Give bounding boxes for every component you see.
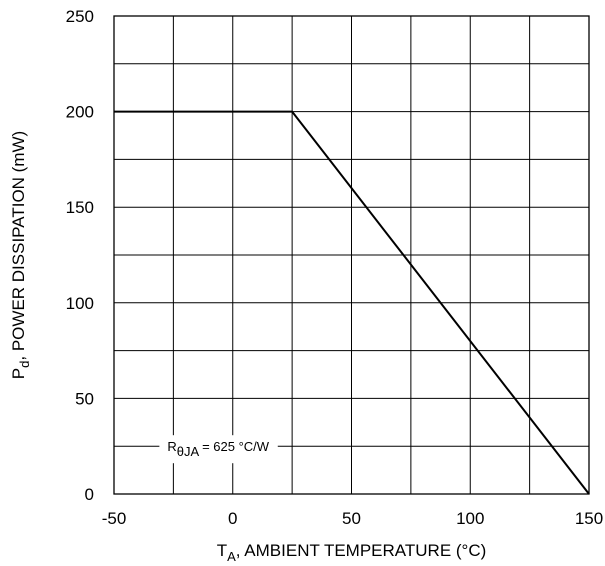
annotation: RθJA = 625 °C/W: [159, 435, 278, 464]
y-axis-label-main: P: [9, 368, 28, 379]
x-tick-label: 150: [575, 509, 603, 528]
series-group: [114, 110, 590, 495]
y-tick-label: 250: [66, 7, 94, 26]
y-tick-labels: 0 50 100 150 200 250: [66, 7, 94, 504]
y-axis-label-subscript: d: [17, 361, 32, 368]
annotation-subscript: θJA: [177, 444, 200, 459]
x-tick-label: 0: [228, 509, 237, 528]
annotation-label: RθJA = 625 °C/W: [167, 439, 269, 459]
x-tick-labels: -50 0 50 100 150: [102, 509, 603, 528]
grid-lines: [113, 15, 590, 495]
y-tick-label: 50: [75, 389, 94, 408]
x-axis-label: TA, AMBIENT TEMPERATURE (°C): [217, 541, 487, 564]
series-line: [114, 110, 590, 495]
y-tick-label: 0: [85, 485, 94, 504]
y-tick-label: 200: [66, 103, 94, 122]
annotation-background: [159, 435, 278, 464]
x-axis-label-main: T: [217, 541, 227, 560]
x-tick-label: 100: [456, 509, 484, 528]
y-tick-label: 100: [66, 294, 94, 313]
y-tick-label: 150: [66, 198, 94, 217]
x-tick-label: 50: [342, 509, 361, 528]
x-axis-label-subscript: A: [227, 549, 236, 564]
y-axis-label-rest: , POWER DISSIPATION (mW): [9, 131, 28, 361]
y-axis-label: Pd, POWER DISSIPATION (mW): [9, 131, 32, 379]
x-tick-label: -50: [102, 509, 127, 528]
plot-frame: [113, 15, 590, 495]
annotation-rest: = 625 °C/W: [198, 439, 269, 454]
annotation-main: R: [167, 439, 176, 454]
x-axis-label-rest: , AMBIENT TEMPERATURE (°C): [236, 541, 487, 560]
